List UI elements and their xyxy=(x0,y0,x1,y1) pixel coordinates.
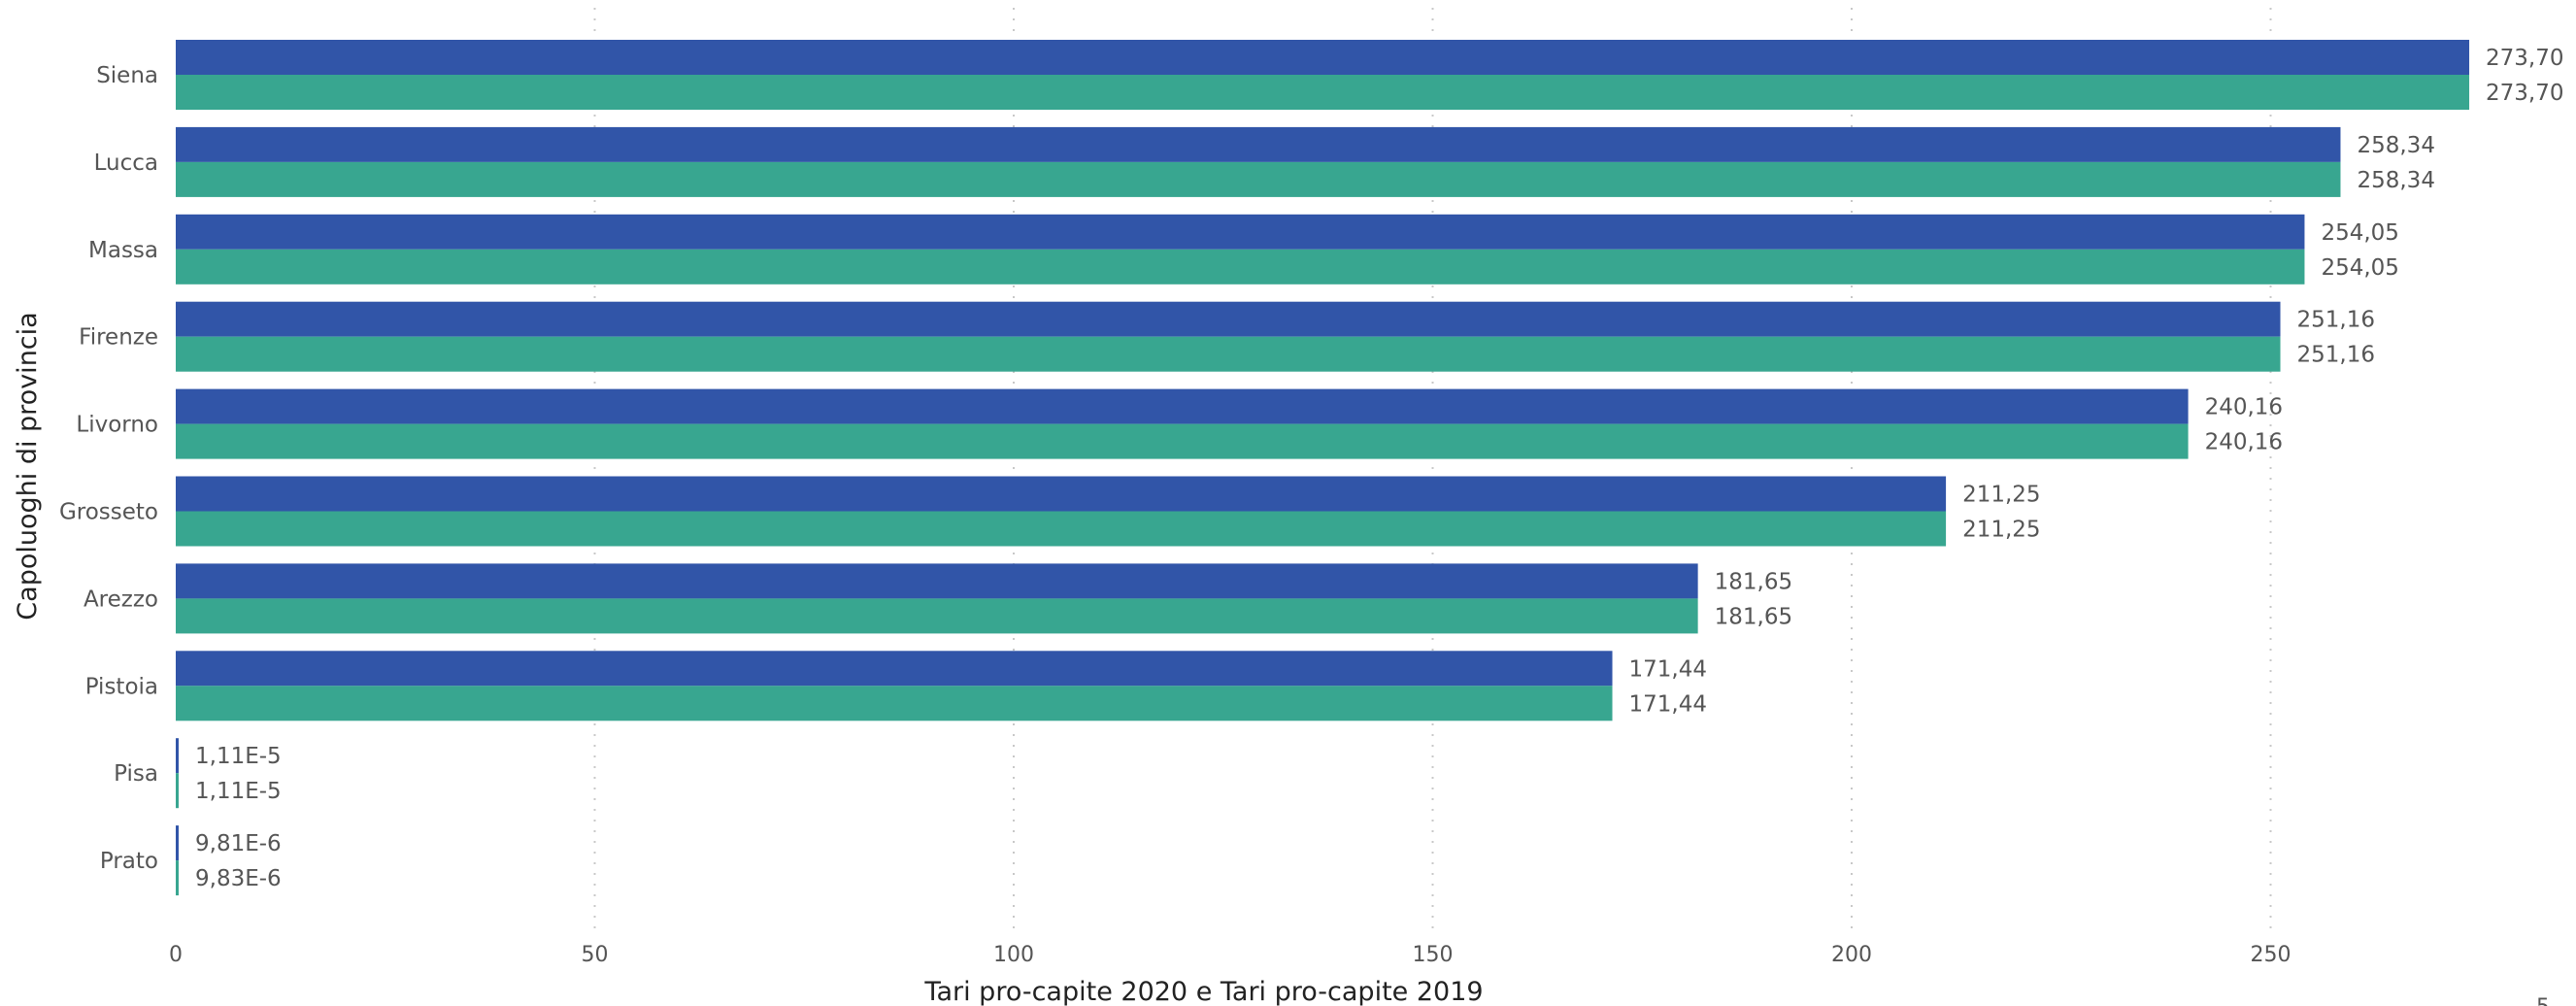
x-tick-label: 150 xyxy=(1413,943,1454,967)
data-label: 258,34 xyxy=(2357,133,2434,158)
x-tick-label: 200 xyxy=(1831,943,1872,967)
y-axis-title: Capoluoghi di provincia xyxy=(13,312,43,620)
data-label: 181,65 xyxy=(1715,569,1792,594)
category-label: Pisa xyxy=(114,761,158,787)
bar xyxy=(176,249,2305,285)
category-label: Firenze xyxy=(79,325,158,351)
data-label: 171,44 xyxy=(1629,656,1707,682)
bars: 273,70 273,70 258,34 258,34 254,05 254,05 251,… xyxy=(176,40,2564,896)
data-label: 211,25 xyxy=(1962,518,2040,543)
data-label: 251,16 xyxy=(2297,308,2375,333)
bar xyxy=(176,825,179,861)
category-label: Prato xyxy=(100,849,158,874)
bar xyxy=(176,738,179,774)
data-label: 1,11E-5 xyxy=(195,744,282,769)
bar xyxy=(176,598,1698,634)
data-label: 181,65 xyxy=(1715,604,1792,629)
category-label: Lucca xyxy=(94,151,158,176)
x-axis-ticks: 0 50 100 150 200 250 xyxy=(169,943,2292,967)
data-label: 251,16 xyxy=(2297,343,2375,368)
bar xyxy=(176,773,179,809)
x-tick-label: 100 xyxy=(993,943,1034,967)
page-corner-mark: 5 xyxy=(2536,995,2550,1006)
bar xyxy=(176,563,1698,599)
bar xyxy=(176,336,2281,372)
bar xyxy=(176,476,1947,512)
category-label: Siena xyxy=(96,63,158,88)
category-label: Pistoia xyxy=(85,674,158,699)
bar xyxy=(176,651,1613,687)
data-label: 273,70 xyxy=(2486,81,2563,106)
grid-lines xyxy=(593,8,2272,932)
data-label: 211,25 xyxy=(1962,483,2040,508)
bar xyxy=(176,388,2189,424)
data-label: 1,11E-5 xyxy=(195,779,282,804)
bar xyxy=(176,40,2470,75)
category-label: Grosseto xyxy=(59,500,158,525)
category-label: Arezzo xyxy=(84,587,158,612)
bar xyxy=(176,301,2281,337)
data-label: 258,34 xyxy=(2357,168,2434,193)
bar xyxy=(176,423,2189,459)
data-label: 9,83E-6 xyxy=(195,866,282,891)
x-axis-title: Tari pro-capite 2020 e Tari pro-capite 2… xyxy=(923,977,1483,1006)
x-tick-label: 50 xyxy=(582,943,609,967)
bar xyxy=(176,75,2470,110)
data-label: 273,70 xyxy=(2486,46,2563,71)
x-tick-label: 0 xyxy=(169,943,183,967)
bar xyxy=(176,860,179,896)
category-label: Massa xyxy=(88,238,158,263)
bar xyxy=(176,161,2341,197)
data-label: 254,05 xyxy=(2321,255,2398,281)
bar xyxy=(176,686,1613,721)
data-label: 240,16 xyxy=(2205,430,2283,455)
category-labels: Siena Lucca Massa Firenze Livorno Grosseto Are… xyxy=(59,63,158,874)
bar xyxy=(176,511,1947,547)
bar xyxy=(176,214,2305,250)
bar xyxy=(176,126,2341,162)
x-tick-label: 250 xyxy=(2251,943,2292,967)
data-label: 171,44 xyxy=(1629,691,1707,717)
data-label: 240,16 xyxy=(2205,395,2283,420)
category-label: Livorno xyxy=(76,413,158,438)
data-label: 9,81E-6 xyxy=(195,831,282,856)
data-label: 254,05 xyxy=(2321,220,2398,246)
